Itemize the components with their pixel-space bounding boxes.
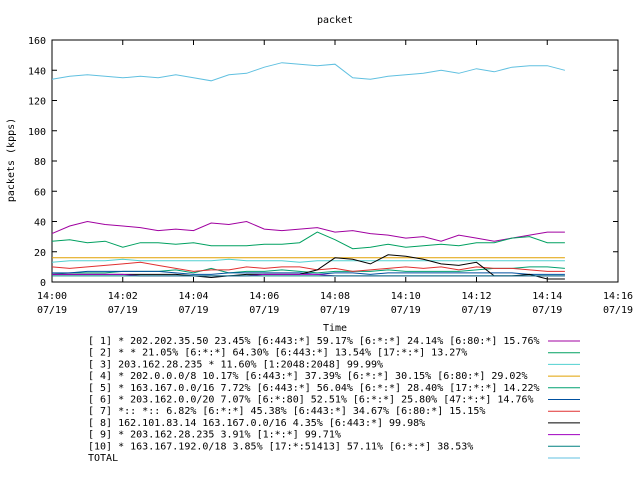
y-tick-label: 80 bbox=[34, 157, 46, 168]
legend-label: [ 1] * 202.202.35.50 23.45% [6:443:*] 59… bbox=[88, 336, 540, 347]
x-tick-date: 07/19 bbox=[178, 305, 208, 316]
y-tick-label: 140 bbox=[28, 66, 46, 77]
y-tick-label: 100 bbox=[28, 127, 46, 138]
series-line-3 bbox=[51, 258, 565, 263]
series-line-7 bbox=[51, 261, 565, 272]
x-tick-label: 14:12 bbox=[461, 291, 491, 302]
y-tick-label: 120 bbox=[28, 97, 46, 108]
legend-label: [ 7] *:: *:: 6.82% [6:*:*] 45.38% [6:443… bbox=[88, 406, 485, 417]
x-tick-label: 14:06 bbox=[249, 291, 279, 302]
y-tick-label: 160 bbox=[28, 36, 46, 47]
legend-label: [ 8] 162.101.83.14 163.167.0.0/16 4.35% … bbox=[88, 418, 425, 429]
x-tick-label: 14:04 bbox=[178, 291, 208, 302]
legend-label: [10] * 163.167.192.0/18 3.85% [17:*:5141… bbox=[88, 441, 473, 452]
series-lines bbox=[51, 62, 566, 280]
legend: [ 1] * 202.202.35.50 23.45% [6:443:*] 59… bbox=[88, 336, 580, 464]
legend-label: [ 4] * 202.0.0.0/8 10.17% [6:443:*] 37.3… bbox=[88, 371, 528, 382]
x-axis-ticks: 14:00 07/19 14:02 07/19 14:04 07/19 14:06 07/19… bbox=[37, 40, 633, 316]
legend-label: [ 9] * 203.162.28.235 3.91% [1:*:*] 99.7… bbox=[88, 430, 341, 441]
x-tick-label: 14:14 bbox=[532, 291, 562, 302]
series-line-1 bbox=[51, 220, 565, 242]
x-tick-label: 14:16 bbox=[603, 291, 633, 302]
x-tick-date: 07/19 bbox=[532, 305, 562, 316]
series-line-8 bbox=[52, 254, 565, 280]
x-tick-date: 07/19 bbox=[37, 305, 67, 316]
y-tick-label: 0 bbox=[40, 278, 46, 289]
legend-label: [ 3] 203.162.28.235 * 11.60% [1:2048:204… bbox=[88, 359, 383, 370]
legend-label: [ 5] * 163.167.0.0/16 7.72% [6:443:*] 56… bbox=[88, 383, 540, 394]
x-tick-label: 14:10 bbox=[391, 291, 421, 302]
x-axis-label: Time bbox=[323, 323, 347, 334]
y-axis-label: packets (kpps) bbox=[6, 118, 17, 202]
x-tick-date: 07/19 bbox=[108, 305, 138, 316]
x-tick-date: 07/19 bbox=[391, 305, 421, 316]
x-tick-date: 07/19 bbox=[603, 305, 633, 316]
y-tick-label: 20 bbox=[34, 248, 46, 259]
y-tick-label: 60 bbox=[34, 187, 46, 198]
series-line-6 bbox=[52, 270, 565, 275]
x-tick-label: 14:02 bbox=[108, 291, 138, 302]
x-tick-date: 07/19 bbox=[249, 305, 279, 316]
legend-label: [ 2] * * 21.05% [6:*:*] 64.30% [6:443:*]… bbox=[88, 348, 467, 359]
x-tick-label: 14:08 bbox=[320, 291, 350, 302]
legend-label: [ 6] * 203.162.0.0/20 7.07% [6:*:80] 52.… bbox=[88, 395, 534, 406]
legend-label: TOTAL bbox=[88, 453, 118, 464]
y-tick-label: 40 bbox=[34, 218, 46, 229]
x-tick-date: 07/19 bbox=[461, 305, 491, 316]
x-tick-date: 07/19 bbox=[320, 305, 350, 316]
series-line-11 bbox=[51, 62, 566, 82]
series-line-2 bbox=[51, 231, 565, 250]
chart-title: packet bbox=[317, 15, 353, 26]
x-tick-label: 14:00 bbox=[37, 291, 67, 302]
y-axis-ticks: 0 20 40 60 80 100 120 140 160 bbox=[28, 36, 618, 289]
